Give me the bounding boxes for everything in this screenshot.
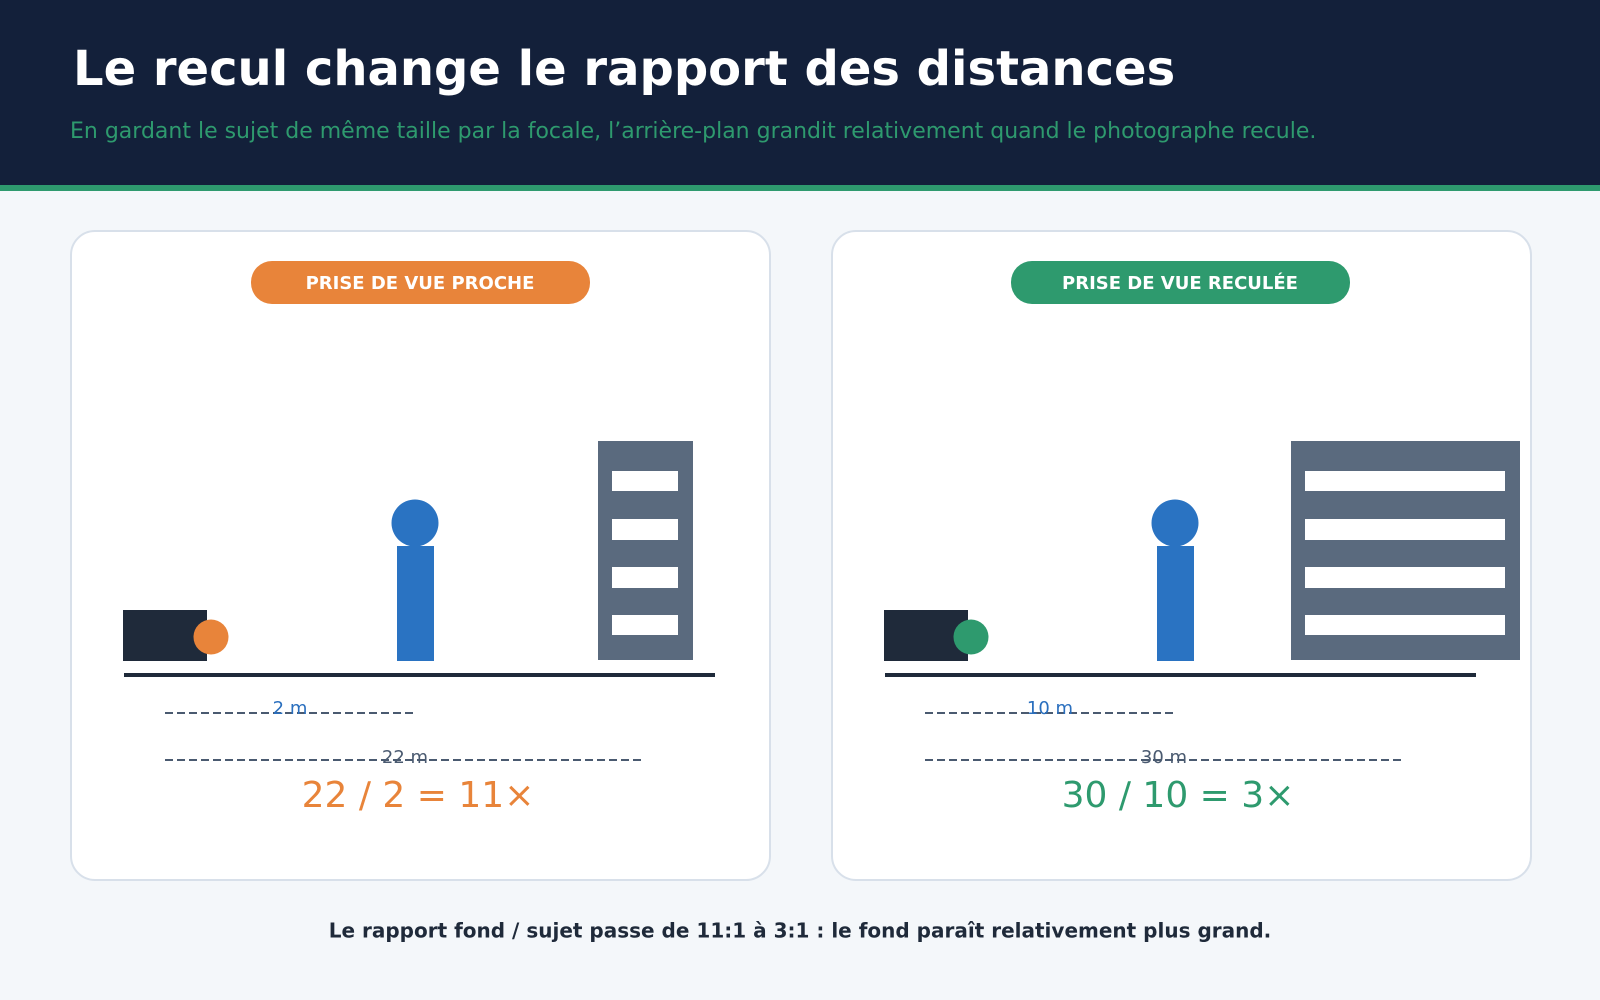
badge	[251, 261, 590, 304]
footer-note: Le rapport fond / sujet passe de 11:1 à …	[329, 919, 1272, 943]
window	[612, 567, 678, 588]
subject-head	[1151, 499, 1199, 547]
header-rule	[0, 185, 1600, 191]
background-distance: 22 m	[382, 747, 428, 768]
window	[1305, 471, 1505, 491]
badge-label: PRISE DE VUE PROCHE	[306, 273, 535, 294]
formula: 30 / 10 = 3×	[1062, 775, 1295, 816]
camera	[123, 610, 207, 661]
header	[0, 0, 1600, 185]
window	[1305, 615, 1505, 635]
window	[612, 615, 678, 635]
subject-distance: 2 m	[273, 698, 308, 719]
badge	[1011, 261, 1350, 304]
subtitle: En gardant le sujet de même taille par l…	[70, 119, 1316, 144]
subject-head	[391, 499, 439, 547]
camera-lens	[953, 619, 989, 655]
formula: 22 / 2 = 11×	[302, 775, 535, 816]
camera-lens	[193, 619, 229, 655]
subject-distance: 10 m	[1027, 698, 1073, 719]
window	[612, 471, 678, 491]
background-distance: 30 m	[1141, 747, 1187, 768]
badge-label: PRISE DE VUE RECULÉE	[1062, 272, 1298, 294]
subject-body	[1157, 546, 1194, 661]
window	[1305, 567, 1505, 588]
window	[1305, 519, 1505, 540]
title: Le recul change le rapport des distances	[73, 41, 1175, 97]
window	[612, 519, 678, 540]
subject-body	[397, 546, 434, 661]
